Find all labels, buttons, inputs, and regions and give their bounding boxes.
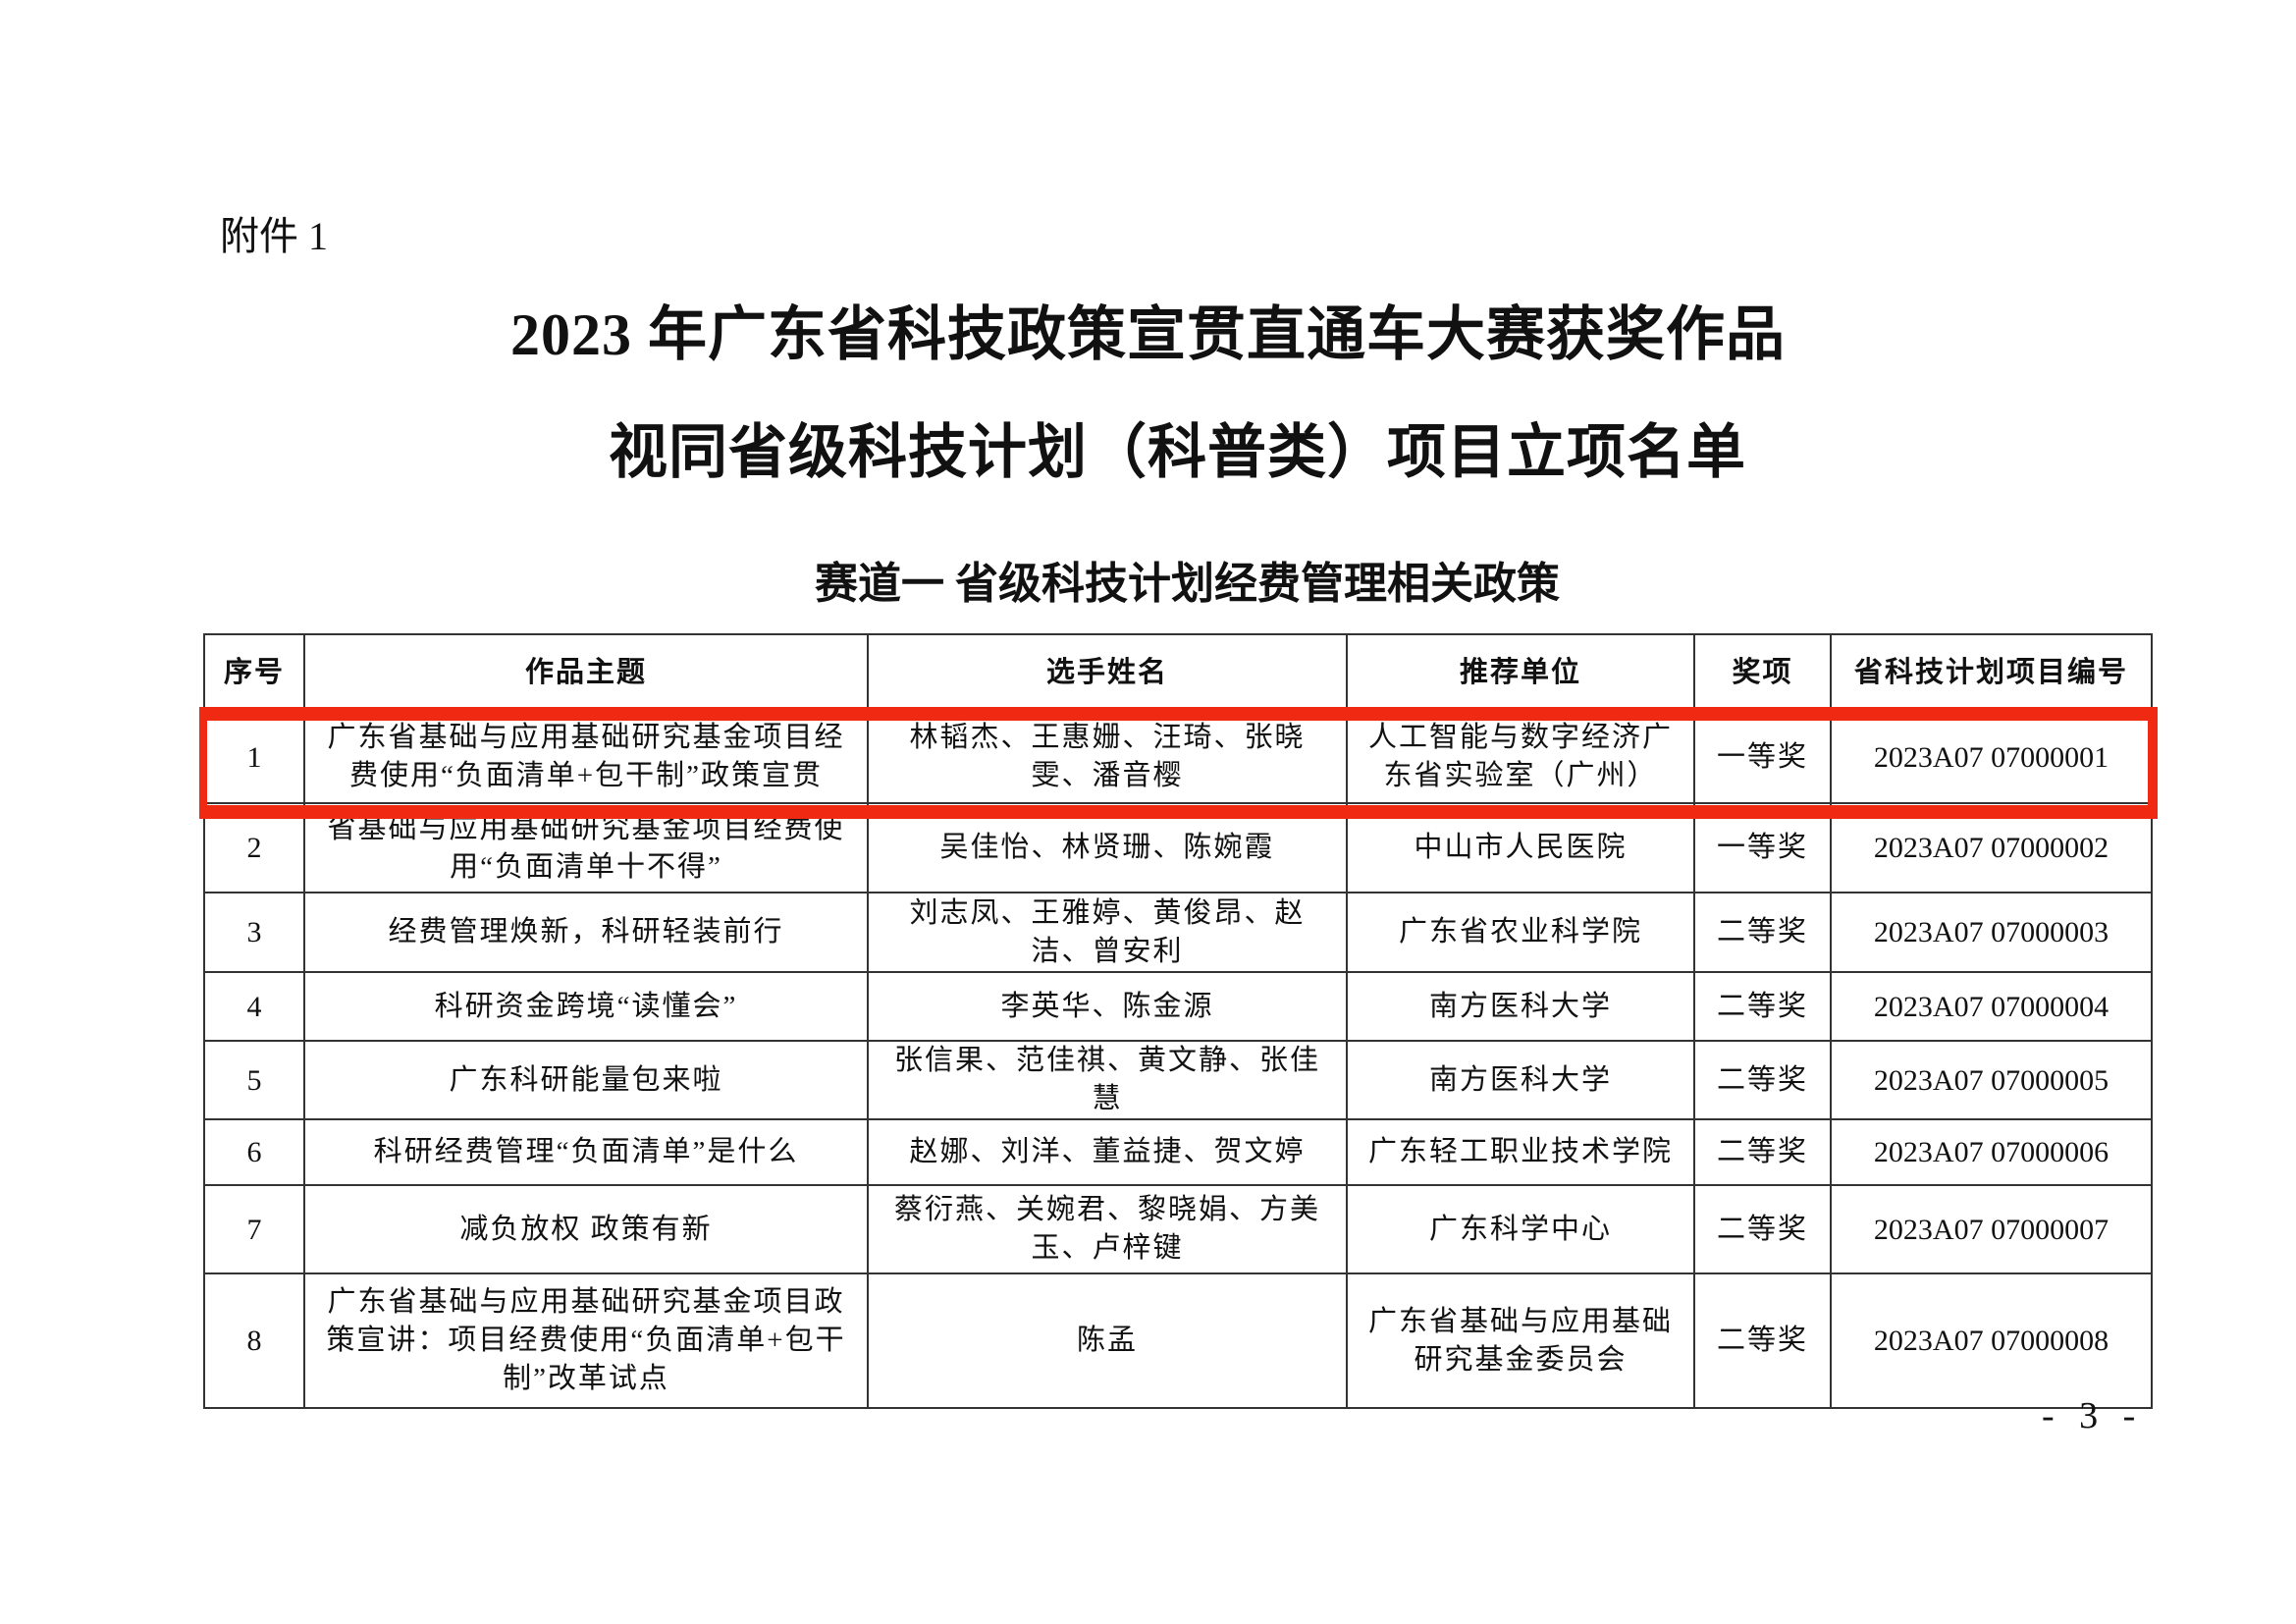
cell-no: 1 (203, 710, 305, 804)
header-award: 奖项 (1693, 633, 1832, 712)
cell-topic: 经费管理焕新，科研轻装前行 (303, 892, 869, 973)
cell-topic: 科研经费管理“负面清单”是什么 (303, 1118, 869, 1186)
table-row: 8 广东省基础与应用基础研究基金项目政策宣讲：项目经费使用“负面清单+包干制”改革… (203, 1272, 2153, 1409)
cell-players: 刘志凤、王雅婷、黄俊昂、赵洁、曾安利 (867, 892, 1348, 973)
cell-award: 二等奖 (1693, 892, 1832, 973)
cell-players: 蔡衍燕、关婉君、黎晓娟、方美玉、卢梓键 (867, 1184, 1348, 1274)
cell-players: 林韬杰、王惠姗、汪琦、张晓雯、潘音樱 (867, 710, 1348, 804)
cell-topic: 广东省基础与应用基础研究基金项目经费使用“负面清单+包干制”政策宣贯 (303, 710, 869, 804)
cell-award: 二等奖 (1693, 971, 1832, 1042)
cell-award: 一等奖 (1693, 710, 1832, 804)
cell-award: 二等奖 (1693, 1118, 1832, 1186)
cell-code: 2023A07 07000007 (1830, 1184, 2153, 1274)
cell-players: 张信果、范佳祺、黄文静、张佳慧 (867, 1040, 1348, 1120)
page-number: - 3 - (2042, 1395, 2144, 1436)
table-row: 3 经费管理焕新，科研轻装前行 刘志凤、王雅婷、黄俊昂、赵洁、曾安利 广东省农业科学院… (203, 892, 2153, 973)
cell-award: 二等奖 (1693, 1184, 1832, 1274)
table-row: 5 广东科研能量包来啦 张信果、范佳祺、黄文静、张佳慧 南方医科大学 二等奖 2023A0… (203, 1040, 2153, 1120)
header-unit: 推荐单位 (1346, 633, 1695, 712)
cell-unit: 广东省农业科学院 (1346, 892, 1695, 973)
table-row: 7 减负放权 政策有新 蔡衍燕、关婉君、黎晓娟、方美玉、卢梓键 广东科学中心 二等奖 20… (203, 1184, 2153, 1274)
cell-no: 4 (203, 971, 305, 1042)
cell-unit: 南方医科大学 (1346, 971, 1695, 1042)
header-code: 省科技计划项目编号 (1830, 633, 2153, 712)
cell-award: 二等奖 (1693, 1040, 1832, 1120)
cell-code: 2023A07 07000003 (1830, 892, 2153, 973)
cell-code: 2023A07 07000004 (1830, 971, 2153, 1042)
cell-no: 6 (203, 1118, 305, 1186)
cell-code: 2023A07 07000001 (1830, 710, 2153, 804)
section-subtitle: 赛道一 省级科技计划经费管理相关政策 (815, 560, 1560, 608)
cell-unit: 广东科学中心 (1346, 1184, 1695, 1274)
cell-no: 8 (203, 1272, 305, 1409)
header-players: 选手姓名 (867, 633, 1348, 712)
document-title-line1: 2023 年广东省科技政策宣贯直通车大赛获奖作品 (510, 302, 1786, 367)
cell-topic: 广东省基础与应用基础研究基金项目政策宣讲：项目经费使用“负面清单+包干制”改革试… (303, 1272, 869, 1409)
table-row: 6 科研经费管理“负面清单”是什么 赵娜、刘洋、董益捷、贺文婷 广东轻工职业技术学院二… (203, 1118, 2153, 1186)
cell-award: 二等奖 (1693, 1272, 1832, 1409)
cell-code: 2023A07 07000008 (1830, 1272, 2153, 1409)
attachment-label: 附件 1 (220, 214, 328, 258)
cell-unit: 南方医科大学 (1346, 1040, 1695, 1120)
cell-players: 陈孟 (867, 1272, 1348, 1409)
cell-no: 7 (203, 1184, 305, 1274)
table-header-row: 序号 作品主题 选手姓名 推荐单位 奖项 省科技计划项目编号 (203, 633, 2153, 712)
header-topic: 作品主题 (303, 633, 869, 712)
cell-players: 李英华、陈金源 (867, 971, 1348, 1042)
cell-unit: 广东轻工职业技术学院 (1346, 1118, 1695, 1186)
cell-topic: 减负放权 政策有新 (303, 1184, 869, 1274)
document-title-line2: 视同省级科技计划（科普类）项目立项名单 (609, 420, 1746, 485)
cell-players: 赵娜、刘洋、董益捷、贺文婷 (867, 1118, 1348, 1186)
cell-no: 3 (203, 892, 305, 973)
cell-unit: 人工智能与数字经济广东省实验室（广州） (1346, 710, 1695, 804)
highlight-box (199, 707, 2158, 819)
table-row: 4 科研资金跨境“读懂会” 李英华、陈金源 南方医科大学 二等奖 2023A07 0700… (203, 971, 2153, 1042)
cell-code: 2023A07 07000005 (1830, 1040, 2153, 1120)
cell-no: 5 (203, 1040, 305, 1120)
cell-unit: 广东省基础与应用基础研究基金委员会 (1346, 1272, 1695, 1409)
cell-topic: 科研资金跨境“读懂会” (303, 971, 869, 1042)
header-no: 序号 (203, 633, 305, 712)
cell-code: 2023A07 07000006 (1830, 1118, 2153, 1186)
table-row: 1 广东省基础与应用基础研究基金项目经费使用“负面清单+包干制”政策宣贯 林韬杰、王… (203, 710, 2153, 804)
cell-topic: 广东科研能量包来啦 (303, 1040, 869, 1120)
